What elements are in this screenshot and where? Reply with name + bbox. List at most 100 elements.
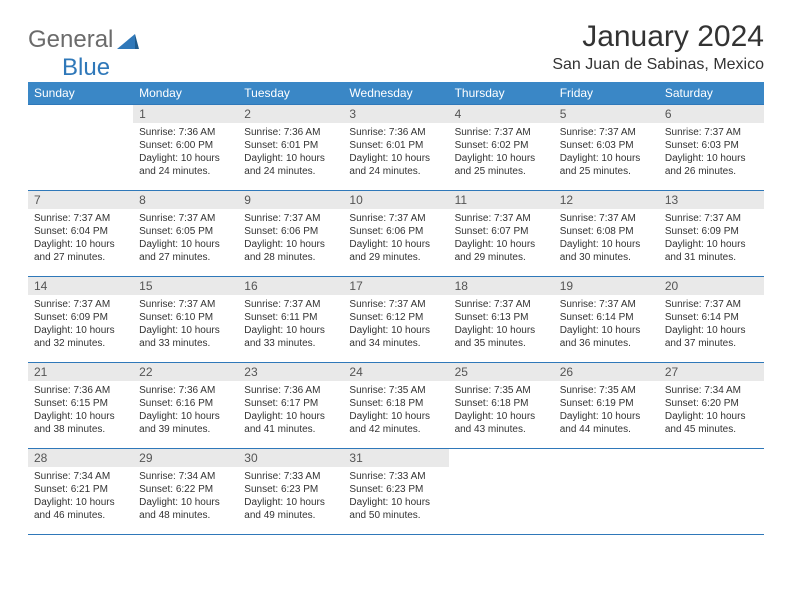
day-details: Sunrise: 7:37 AMSunset: 6:06 PMDaylight:… (343, 209, 448, 268)
day-details: Sunrise: 7:37 AMSunset: 6:13 PMDaylight:… (449, 295, 554, 354)
day-number: 5 (554, 105, 659, 123)
logo-text-blue: Blue (62, 54, 110, 82)
day-details: Sunrise: 7:36 AMSunset: 6:00 PMDaylight:… (133, 123, 238, 182)
day-number: 6 (659, 105, 764, 123)
calendar-day-cell: 1Sunrise: 7:36 AMSunset: 6:00 PMDaylight… (133, 105, 238, 191)
calendar-day-cell: 25Sunrise: 7:35 AMSunset: 6:18 PMDayligh… (449, 363, 554, 449)
title-block: January 2024 San Juan de Sabinas, Mexico (552, 20, 764, 74)
day-number: 15 (133, 277, 238, 295)
day-number: 28 (28, 449, 133, 467)
logo: General (28, 20, 141, 54)
calendar-day-cell: 22Sunrise: 7:36 AMSunset: 6:16 PMDayligh… (133, 363, 238, 449)
calendar-day-cell: 4Sunrise: 7:37 AMSunset: 6:02 PMDaylight… (449, 105, 554, 191)
day-number: 23 (238, 363, 343, 381)
day-number: 14 (28, 277, 133, 295)
day-number: 29 (133, 449, 238, 467)
day-details: Sunrise: 7:37 AMSunset: 6:14 PMDaylight:… (554, 295, 659, 354)
day-number: 7 (28, 191, 133, 209)
day-details: Sunrise: 7:33 AMSunset: 6:23 PMDaylight:… (343, 467, 448, 526)
day-details: Sunrise: 7:37 AMSunset: 6:08 PMDaylight:… (554, 209, 659, 268)
calendar-week-row: 28Sunrise: 7:34 AMSunset: 6:21 PMDayligh… (28, 449, 764, 535)
day-header: Monday (133, 82, 238, 105)
day-details: Sunrise: 7:35 AMSunset: 6:18 PMDaylight:… (343, 381, 448, 440)
day-number: 13 (659, 191, 764, 209)
calendar-day-cell: 6Sunrise: 7:37 AMSunset: 6:03 PMDaylight… (659, 105, 764, 191)
day-number: 3 (343, 105, 448, 123)
day-details: Sunrise: 7:36 AMSunset: 6:01 PMDaylight:… (343, 123, 448, 182)
calendar-day-cell: 7Sunrise: 7:37 AMSunset: 6:04 PMDaylight… (28, 191, 133, 277)
day-header: Friday (554, 82, 659, 105)
day-details: Sunrise: 7:34 AMSunset: 6:20 PMDaylight:… (659, 381, 764, 440)
day-details: Sunrise: 7:37 AMSunset: 6:03 PMDaylight:… (554, 123, 659, 182)
day-details: Sunrise: 7:35 AMSunset: 6:19 PMDaylight:… (554, 381, 659, 440)
calendar-day-cell: 13Sunrise: 7:37 AMSunset: 6:09 PMDayligh… (659, 191, 764, 277)
calendar-day-cell: 30Sunrise: 7:33 AMSunset: 6:23 PMDayligh… (238, 449, 343, 535)
day-details: Sunrise: 7:33 AMSunset: 6:23 PMDaylight:… (238, 467, 343, 526)
day-details: Sunrise: 7:37 AMSunset: 6:09 PMDaylight:… (659, 209, 764, 268)
day-number: 24 (343, 363, 448, 381)
calendar-day-cell: 3Sunrise: 7:36 AMSunset: 6:01 PMDaylight… (343, 105, 448, 191)
day-number: 4 (449, 105, 554, 123)
day-details: Sunrise: 7:37 AMSunset: 6:05 PMDaylight:… (133, 209, 238, 268)
day-number: 31 (343, 449, 448, 467)
day-header: Tuesday (238, 82, 343, 105)
calendar-week-row: 1Sunrise: 7:36 AMSunset: 6:00 PMDaylight… (28, 105, 764, 191)
day-number: 19 (554, 277, 659, 295)
day-header: Sunday (28, 82, 133, 105)
day-number: 8 (133, 191, 238, 209)
day-details: Sunrise: 7:36 AMSunset: 6:16 PMDaylight:… (133, 381, 238, 440)
calendar-day-cell: 14Sunrise: 7:37 AMSunset: 6:09 PMDayligh… (28, 277, 133, 363)
day-details: Sunrise: 7:34 AMSunset: 6:22 PMDaylight:… (133, 467, 238, 526)
day-number: 25 (449, 363, 554, 381)
day-details: Sunrise: 7:37 AMSunset: 6:11 PMDaylight:… (238, 295, 343, 354)
logo-text-general: General (28, 26, 113, 54)
calendar-day-cell: 23Sunrise: 7:36 AMSunset: 6:17 PMDayligh… (238, 363, 343, 449)
calendar-day-cell: 11Sunrise: 7:37 AMSunset: 6:07 PMDayligh… (449, 191, 554, 277)
day-details: Sunrise: 7:37 AMSunset: 6:09 PMDaylight:… (28, 295, 133, 354)
day-number: 27 (659, 363, 764, 381)
location: San Juan de Sabinas, Mexico (552, 56, 764, 74)
day-details: Sunrise: 7:37 AMSunset: 6:07 PMDaylight:… (449, 209, 554, 268)
day-number: 21 (28, 363, 133, 381)
calendar-day-cell: 26Sunrise: 7:35 AMSunset: 6:19 PMDayligh… (554, 363, 659, 449)
day-details: Sunrise: 7:35 AMSunset: 6:18 PMDaylight:… (449, 381, 554, 440)
day-header: Saturday (659, 82, 764, 105)
calendar-day-cell: 29Sunrise: 7:34 AMSunset: 6:22 PMDayligh… (133, 449, 238, 535)
day-number: 20 (659, 277, 764, 295)
day-number: 11 (449, 191, 554, 209)
day-number: 12 (554, 191, 659, 209)
day-header: Wednesday (343, 82, 448, 105)
calendar-day-cell: 9Sunrise: 7:37 AMSunset: 6:06 PMDaylight… (238, 191, 343, 277)
day-number: 1 (133, 105, 238, 123)
logo-triangle-icon (117, 31, 139, 54)
calendar-day-cell: 17Sunrise: 7:37 AMSunset: 6:12 PMDayligh… (343, 277, 448, 363)
day-number: 9 (238, 191, 343, 209)
day-number: 22 (133, 363, 238, 381)
day-header: Thursday (449, 82, 554, 105)
calendar-day-cell (28, 105, 133, 191)
calendar-day-cell: 27Sunrise: 7:34 AMSunset: 6:20 PMDayligh… (659, 363, 764, 449)
day-number: 2 (238, 105, 343, 123)
day-number: 10 (343, 191, 448, 209)
calendar-day-cell: 2Sunrise: 7:36 AMSunset: 6:01 PMDaylight… (238, 105, 343, 191)
calendar-day-cell: 16Sunrise: 7:37 AMSunset: 6:11 PMDayligh… (238, 277, 343, 363)
day-details: Sunrise: 7:37 AMSunset: 6:10 PMDaylight:… (133, 295, 238, 354)
header: General January 2024 San Juan de Sabinas… (28, 20, 764, 74)
calendar-day-cell (659, 449, 764, 535)
day-details: Sunrise: 7:37 AMSunset: 6:14 PMDaylight:… (659, 295, 764, 354)
calendar-table: SundayMondayTuesdayWednesdayThursdayFrid… (28, 82, 764, 535)
calendar-day-cell: 28Sunrise: 7:34 AMSunset: 6:21 PMDayligh… (28, 449, 133, 535)
day-details: Sunrise: 7:36 AMSunset: 6:01 PMDaylight:… (238, 123, 343, 182)
calendar-day-cell: 21Sunrise: 7:36 AMSunset: 6:15 PMDayligh… (28, 363, 133, 449)
calendar-day-cell (449, 449, 554, 535)
calendar-day-cell: 12Sunrise: 7:37 AMSunset: 6:08 PMDayligh… (554, 191, 659, 277)
calendar-header-row: SundayMondayTuesdayWednesdayThursdayFrid… (28, 82, 764, 105)
day-number: 17 (343, 277, 448, 295)
day-details: Sunrise: 7:37 AMSunset: 6:04 PMDaylight:… (28, 209, 133, 268)
day-number: 18 (449, 277, 554, 295)
calendar-day-cell: 8Sunrise: 7:37 AMSunset: 6:05 PMDaylight… (133, 191, 238, 277)
calendar-day-cell: 24Sunrise: 7:35 AMSunset: 6:18 PMDayligh… (343, 363, 448, 449)
day-number: 30 (238, 449, 343, 467)
calendar-day-cell: 19Sunrise: 7:37 AMSunset: 6:14 PMDayligh… (554, 277, 659, 363)
calendar-day-cell: 20Sunrise: 7:37 AMSunset: 6:14 PMDayligh… (659, 277, 764, 363)
